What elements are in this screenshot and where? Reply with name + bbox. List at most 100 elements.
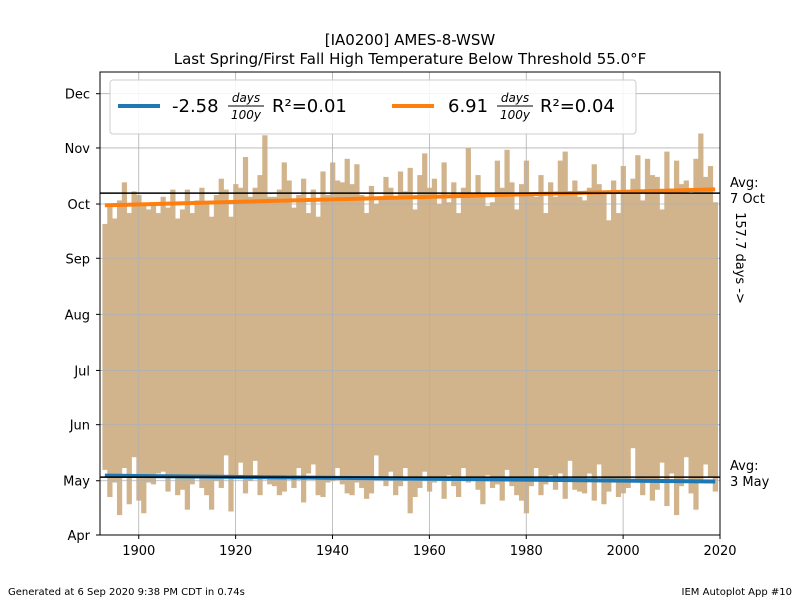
- season-bar-1992: [581, 200, 588, 494]
- y-tick-label-jul: Jul: [73, 364, 90, 379]
- season-bar-1958: [417, 175, 423, 488]
- season-bar-1969: [470, 193, 476, 479]
- avg-spring-label-top: Avg:: [730, 459, 758, 474]
- season-bar-2019: [712, 202, 718, 492]
- season-bar-1995: [596, 184, 602, 465]
- legend-spring-slope: -2.58: [172, 96, 219, 117]
- season-bar-1927: [267, 196, 273, 485]
- avg-spring-label-bottom: 3 May: [730, 475, 770, 490]
- season-bar-2013: [683, 180, 689, 458]
- y-axis: Apr May Jun Jul Aug Sep Oct Nov Dec: [63, 88, 100, 544]
- season-bar-2017: [703, 176, 709, 465]
- season-bar-1934: [301, 178, 307, 503]
- y-tick-label-sep: Sep: [65, 252, 90, 267]
- season-bar-1965: [451, 182, 457, 487]
- season-bar-1971: [480, 194, 486, 505]
- season-bar-1949: [373, 204, 379, 456]
- season-bar-1931: [286, 180, 292, 476]
- season-bar-2001: [625, 193, 631, 488]
- y-tick-label-nov: Nov: [65, 142, 91, 157]
- season-bar-1951: [383, 176, 389, 487]
- season-bar-1906: [165, 207, 171, 492]
- x-tick-label-1960: 1960: [413, 544, 446, 559]
- season-bar-1894: [107, 204, 113, 498]
- season-bar-1930: [281, 162, 287, 492]
- season-bar-2003: [635, 155, 641, 481]
- season-bar-2009: [664, 151, 670, 507]
- season-bar-2006: [649, 175, 656, 501]
- season-bar-1914: [204, 202, 210, 496]
- legend: -2.58 days 100y R²=0.01 6.91 days 100y R…: [109, 79, 637, 135]
- season-bar-2011: [673, 160, 680, 516]
- season-bar-1962: [436, 204, 442, 481]
- y-tick-label-apr: Apr: [68, 529, 91, 544]
- season-bar-2014: [688, 193, 694, 494]
- season-bar-1988: [562, 151, 568, 499]
- season-bar-1921: [238, 187, 244, 463]
- footer-app: IEM Autoplot App #10: [682, 587, 792, 598]
- season-bar-1942: [339, 182, 346, 485]
- y-tick-label-dec: Dec: [65, 88, 90, 103]
- season-bar-2004: [640, 200, 646, 496]
- season-bar-1924: [252, 187, 258, 461]
- season-bar-1898: [126, 213, 132, 505]
- season-bar-1937: [315, 216, 321, 496]
- season-bar-1985: [548, 182, 554, 476]
- season-bar-1979: [518, 184, 525, 501]
- season-bar-1928: [271, 196, 278, 487]
- season-bar-1948: [368, 185, 375, 494]
- season-bar-1986: [552, 196, 559, 490]
- y-tick-label-jun: Jun: [69, 419, 90, 434]
- season-bar-1950: [378, 196, 384, 479]
- season-bar-1918: [223, 189, 229, 456]
- season-bar-1943: [344, 158, 350, 494]
- season-bar-1947: [363, 213, 370, 499]
- season-bar-1954: [397, 171, 404, 487]
- avg-fall-label-bottom: 7 Oct: [730, 192, 765, 207]
- season-bar-1978: [514, 209, 520, 496]
- legend-fall-r2: R²=0.04: [540, 96, 615, 117]
- season-bar-1919: [228, 216, 234, 512]
- season-bar-1932: [291, 207, 297, 488]
- avg-days-label: 157.7 days ->: [732, 212, 747, 304]
- season-bar-2008: [659, 209, 665, 463]
- season-bar-1997: [606, 220, 612, 492]
- season-bar-1913: [199, 187, 205, 488]
- season-bar-1925: [257, 175, 263, 496]
- season-bar-1903: [150, 202, 157, 485]
- season-bar-2012: [678, 184, 685, 487]
- season-bar-1959: [422, 153, 428, 472]
- season-bar-2002: [630, 178, 636, 449]
- season-bar-1929: [276, 189, 283, 496]
- legend-fall-unit-den: 100y: [500, 108, 531, 122]
- season-bar-1967: [460, 187, 467, 469]
- season-bar-1981: [528, 193, 534, 487]
- season-bar-1972: [485, 205, 491, 476]
- season-bar-1999: [615, 213, 622, 498]
- season-bar-1974: [494, 160, 501, 485]
- season-bar-1991: [577, 196, 583, 492]
- season-bar-1953: [393, 198, 399, 496]
- footer-generated: Generated at 6 Sep 2020 9:38 PM CDT in 0…: [8, 587, 245, 598]
- season-bar-2016: [698, 133, 704, 483]
- season-bar-1916: [213, 194, 220, 481]
- average-lines-group: [100, 192, 720, 478]
- season-bar-1912: [194, 200, 200, 476]
- season-bar-1939: [325, 194, 331, 483]
- season-bar-2007: [654, 176, 660, 490]
- season-bar-2015: [693, 158, 699, 510]
- season-bar-1968: [465, 147, 471, 483]
- season-bar-2010: [669, 189, 675, 474]
- season-bar-1993: [586, 187, 593, 474]
- season-bar-1926: [262, 135, 268, 476]
- season-bar-1963: [441, 162, 447, 499]
- season-bar-1945: [354, 164, 360, 483]
- season-bar-1989: [567, 194, 573, 461]
- season-bar-1976: [504, 149, 510, 470]
- chart-title: [IA0200] AMES-8-WSW: [325, 31, 496, 49]
- season-bar-1982: [533, 196, 539, 469]
- season-bar-1933: [296, 194, 302, 469]
- legend-fall-unit-num: days: [501, 91, 529, 105]
- season-bar-1904: [155, 213, 161, 474]
- season-bar-1907: [170, 189, 176, 478]
